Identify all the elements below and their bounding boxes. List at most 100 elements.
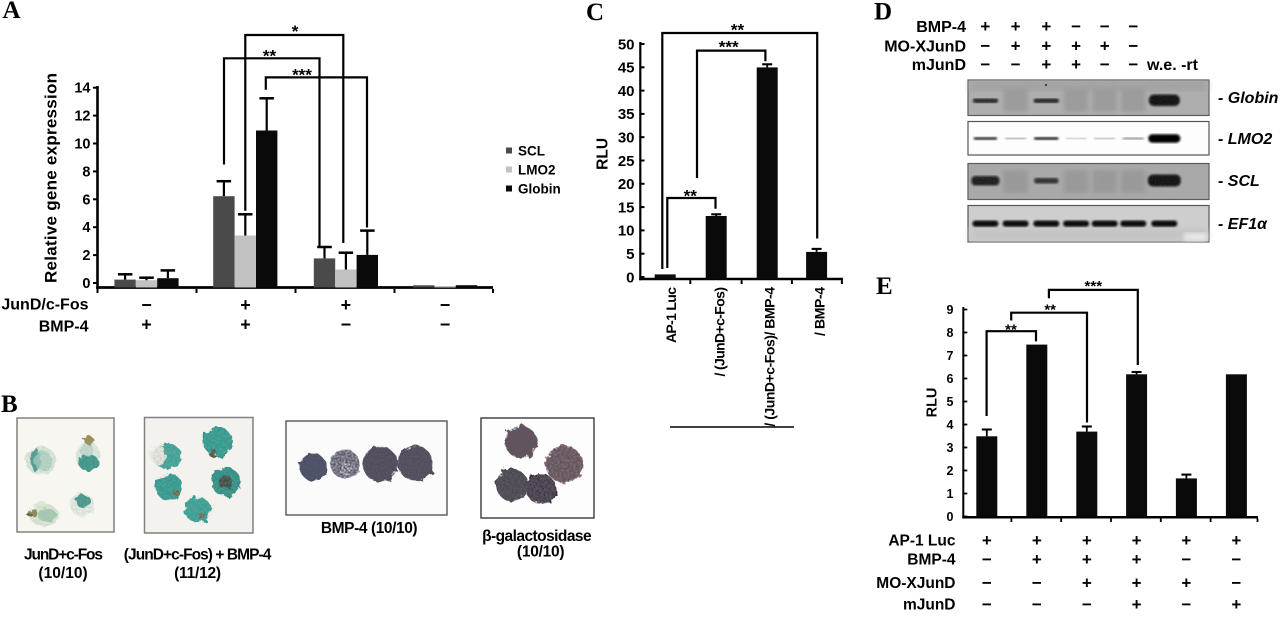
svg-text:BMP-4: BMP-4 bbox=[907, 552, 956, 569]
svg-text:8: 8 bbox=[947, 326, 954, 340]
svg-text:+: + bbox=[1181, 531, 1191, 550]
svg-text:−: − bbox=[440, 295, 451, 315]
svg-text:0: 0 bbox=[82, 276, 90, 292]
svg-text:**: ** bbox=[263, 46, 277, 65]
svg-text:AP-1 Luc: AP-1 Luc bbox=[663, 287, 679, 343]
svg-text:10: 10 bbox=[618, 223, 635, 240]
svg-text:5: 5 bbox=[626, 246, 634, 263]
svg-text:B: B bbox=[1, 391, 18, 418]
svg-text:D: D bbox=[874, 0, 892, 26]
svg-text:(10/10): (10/10) bbox=[517, 544, 565, 561]
svg-text:/ (JunD+c-Fos): / (JunD+c-Fos) bbox=[712, 287, 728, 377]
svg-text:***: *** bbox=[1085, 278, 1103, 295]
svg-text:+: + bbox=[1071, 36, 1081, 55]
svg-text:Globin: Globin bbox=[518, 181, 561, 196]
svg-text:+: + bbox=[1181, 574, 1191, 593]
svg-text:8: 8 bbox=[82, 164, 90, 180]
svg-text:BMP-4: BMP-4 bbox=[916, 19, 966, 36]
svg-text:- Globin: - Globin bbox=[1218, 90, 1279, 107]
svg-text:/ BMP-4: / BMP-4 bbox=[811, 287, 827, 336]
svg-text:/ (JunD+c-Fos)/ BMP-4: / (JunD+c-Fos)/ BMP-4 bbox=[762, 287, 778, 427]
svg-text:- LMO2: - LMO2 bbox=[1218, 131, 1272, 148]
svg-text:+: + bbox=[141, 315, 152, 335]
svg-text:Relative gene expression: Relative gene expression bbox=[42, 73, 61, 283]
svg-text:−: − bbox=[1032, 574, 1042, 593]
svg-text:mJunD: mJunD bbox=[912, 57, 966, 74]
svg-text:**: ** bbox=[1005, 322, 1017, 339]
svg-text:C: C bbox=[586, 0, 604, 26]
svg-text:**: ** bbox=[684, 187, 698, 206]
svg-text:RLU: RLU bbox=[925, 388, 941, 418]
svg-text:2: 2 bbox=[947, 464, 954, 478]
svg-text:+: + bbox=[1231, 531, 1241, 550]
svg-text:15: 15 bbox=[618, 199, 635, 216]
svg-text:MO-XJunD: MO-XJunD bbox=[884, 38, 966, 55]
svg-text:40: 40 bbox=[618, 83, 635, 100]
svg-text:0: 0 bbox=[947, 510, 954, 524]
svg-text:A: A bbox=[3, 0, 21, 24]
svg-text:**: ** bbox=[731, 21, 745, 40]
svg-text:+: + bbox=[1082, 531, 1092, 550]
svg-text:−: − bbox=[1181, 550, 1191, 569]
svg-text:mJunD: mJunD bbox=[903, 596, 956, 612]
svg-text:(JunD+c-Fos) + BMP-4: (JunD+c-Fos) + BMP-4 bbox=[124, 547, 272, 564]
svg-text:+: + bbox=[1132, 574, 1142, 593]
svg-text:14: 14 bbox=[74, 81, 90, 97]
svg-text:−: − bbox=[1128, 55, 1138, 74]
svg-text:+: + bbox=[1082, 574, 1092, 593]
svg-text:+: + bbox=[341, 295, 352, 315]
svg-text:−: − bbox=[1011, 55, 1021, 74]
svg-text:−: − bbox=[141, 295, 152, 315]
svg-text:−: − bbox=[1128, 17, 1138, 36]
svg-text:45: 45 bbox=[618, 60, 635, 77]
svg-text:BMP-4 (10/10): BMP-4 (10/10) bbox=[321, 520, 418, 537]
svg-text:- SCL: - SCL bbox=[1218, 173, 1260, 190]
svg-text:0: 0 bbox=[626, 269, 634, 286]
svg-text:JunD/c-Fos: JunD/c-Fos bbox=[1, 297, 88, 314]
svg-text:+: + bbox=[240, 315, 251, 335]
svg-text:+: + bbox=[1032, 550, 1042, 569]
svg-text:−: − bbox=[1128, 36, 1138, 55]
svg-text:4: 4 bbox=[82, 220, 90, 236]
svg-text:−: − bbox=[1231, 574, 1241, 593]
svg-text:−: − bbox=[982, 574, 992, 593]
svg-text:3: 3 bbox=[947, 441, 954, 455]
svg-text:- EF1α: - EF1α bbox=[1218, 216, 1268, 233]
svg-text:(10/10): (10/10) bbox=[38, 565, 87, 582]
svg-text:*: * bbox=[292, 22, 299, 41]
svg-text:2: 2 bbox=[82, 248, 90, 264]
svg-text:AP-1 Luc: AP-1 Luc bbox=[888, 533, 956, 550]
svg-text:LMO2: LMO2 bbox=[518, 162, 556, 177]
svg-text:***: *** bbox=[719, 37, 739, 56]
svg-text:50: 50 bbox=[618, 36, 635, 53]
svg-text:−: − bbox=[980, 36, 990, 55]
svg-text:+: + bbox=[1041, 55, 1051, 74]
svg-text:10: 10 bbox=[74, 137, 90, 153]
svg-text:BMP-4: BMP-4 bbox=[39, 319, 89, 336]
svg-text:20: 20 bbox=[618, 176, 635, 193]
svg-text:+: + bbox=[1011, 36, 1021, 55]
svg-text:30: 30 bbox=[618, 130, 635, 147]
svg-text:**: ** bbox=[1044, 301, 1056, 318]
svg-text:−: − bbox=[982, 550, 992, 569]
svg-text:RLU: RLU bbox=[595, 138, 612, 170]
svg-text:4: 4 bbox=[947, 418, 954, 432]
svg-text:35: 35 bbox=[618, 106, 635, 123]
svg-text:−: − bbox=[1100, 55, 1110, 74]
svg-text:12: 12 bbox=[74, 109, 90, 125]
svg-text:+: + bbox=[1041, 36, 1051, 55]
svg-text:6: 6 bbox=[82, 192, 90, 208]
svg-text:25: 25 bbox=[618, 153, 635, 170]
svg-text:w.e. -rt: w.e. -rt bbox=[1146, 57, 1199, 74]
svg-text:+: + bbox=[1071, 55, 1081, 74]
svg-text:−: − bbox=[1082, 595, 1092, 612]
svg-text:JunD+c-Fos: JunD+c-Fos bbox=[24, 547, 103, 564]
svg-text:5: 5 bbox=[947, 395, 954, 409]
svg-text:+: + bbox=[1032, 531, 1042, 550]
svg-text:7: 7 bbox=[947, 349, 954, 363]
svg-text:β-galactosidase: β-galactosidase bbox=[482, 528, 592, 545]
svg-text:(11/12): (11/12) bbox=[174, 565, 221, 582]
svg-text:+: + bbox=[1041, 17, 1051, 36]
svg-text:6: 6 bbox=[947, 372, 954, 386]
svg-text:−: − bbox=[982, 595, 992, 612]
